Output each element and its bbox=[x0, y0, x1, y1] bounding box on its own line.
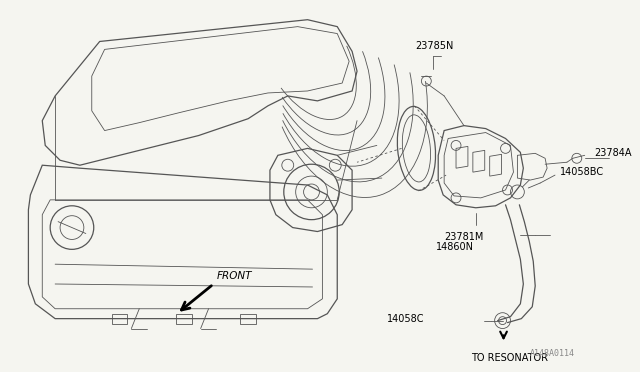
Text: 14860N: 14860N bbox=[436, 243, 474, 252]
Text: A148A0114: A148A0114 bbox=[530, 349, 575, 358]
Text: TO RESONATOR: TO RESONATOR bbox=[471, 353, 548, 363]
Text: 23784A: 23784A bbox=[595, 148, 632, 158]
Text: 14058BC: 14058BC bbox=[560, 167, 604, 177]
Text: 23781M: 23781M bbox=[444, 231, 484, 241]
Text: FRONT: FRONT bbox=[216, 271, 252, 281]
Text: 23785N: 23785N bbox=[415, 41, 454, 51]
Text: 14058C: 14058C bbox=[387, 314, 424, 324]
